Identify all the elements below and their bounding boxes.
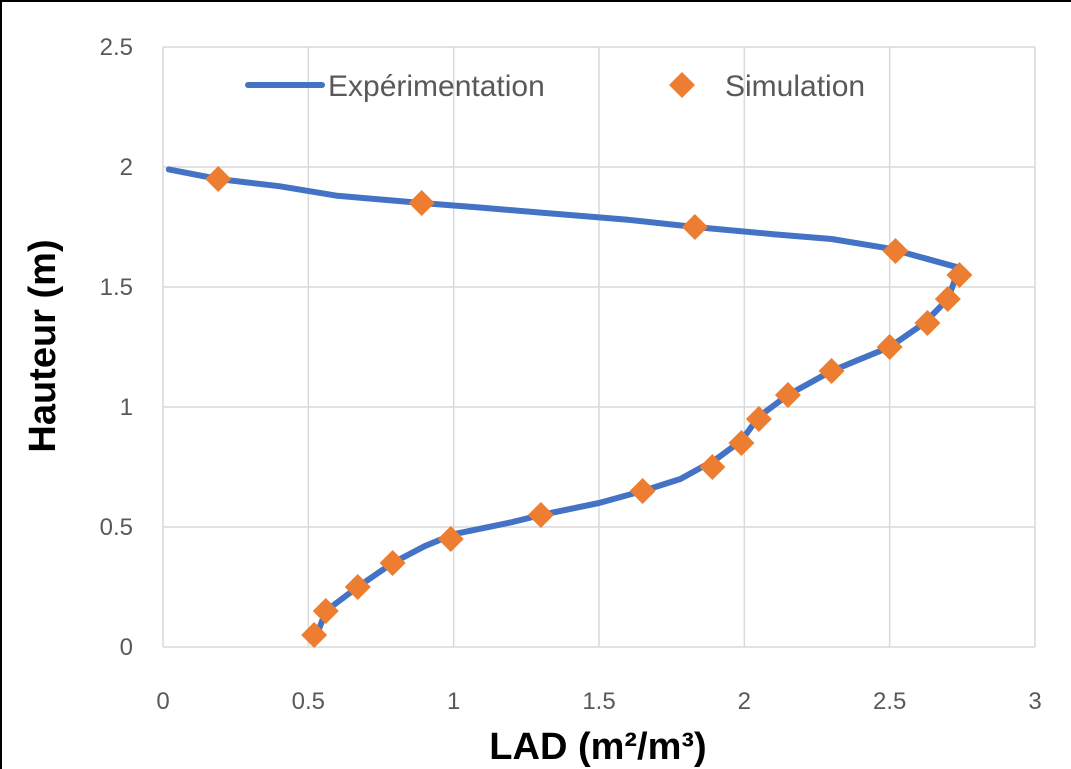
- y-tick-label: 2.5: [100, 34, 133, 61]
- legend: Expérimentation Simulation: [245, 70, 865, 103]
- simulation-point: [408, 190, 435, 216]
- x-tick-label: 2.5: [873, 688, 906, 715]
- y-tick-label: 0: [120, 634, 133, 661]
- simulation-point: [344, 574, 371, 600]
- x-axis-title: LAD (m²/m³): [489, 726, 706, 768]
- legend-label-simulation: Simulation: [725, 70, 865, 103]
- simulation-point: [876, 334, 903, 360]
- simulation-point: [946, 262, 973, 288]
- simulation-point: [301, 622, 328, 648]
- legend-diamond-swatch: [669, 72, 695, 98]
- x-tick-label: 0.5: [292, 688, 325, 715]
- simulation-point: [934, 286, 961, 312]
- simulation-point: [745, 406, 772, 432]
- x-tick-label: 0: [156, 688, 169, 715]
- y-tick-label: 1.5: [100, 274, 133, 301]
- x-axis-ticks: 0 0.5 1 1.5 2 2.5 3: [156, 688, 1041, 715]
- y-tick-label: 0.5: [100, 514, 133, 541]
- y-tick-label: 2: [120, 154, 133, 181]
- simulation-point: [379, 550, 406, 576]
- simulation-point: [681, 214, 708, 240]
- y-axis-title: Hauteur (m): [22, 239, 64, 452]
- simulation-point: [437, 526, 464, 552]
- simulation-point: [914, 310, 941, 336]
- x-tick-label: 1: [447, 688, 460, 715]
- simulation-point: [312, 598, 339, 624]
- y-tick-label: 1: [120, 394, 133, 421]
- x-tick-label: 3: [1028, 688, 1041, 715]
- series-layer: [165, 166, 973, 648]
- legend-label-experimentation: Expérimentation: [328, 70, 545, 103]
- simulation-point: [699, 454, 726, 480]
- simulation-point: [818, 358, 845, 384]
- simulation-point: [527, 502, 554, 528]
- gridlines: [162, 46, 1036, 648]
- x-tick-label: 2: [738, 688, 751, 715]
- simulation-point: [882, 238, 909, 264]
- simulation-point: [728, 430, 755, 456]
- y-axis-ticks: 0 0.5 1 1.5 2 2.5: [100, 34, 133, 661]
- simulation-point: [774, 382, 801, 408]
- series-line-experimentation: [165, 166, 963, 646]
- simulation-point: [205, 166, 232, 192]
- simulation-point: [629, 478, 656, 504]
- x-tick-label: 1.5: [582, 688, 615, 715]
